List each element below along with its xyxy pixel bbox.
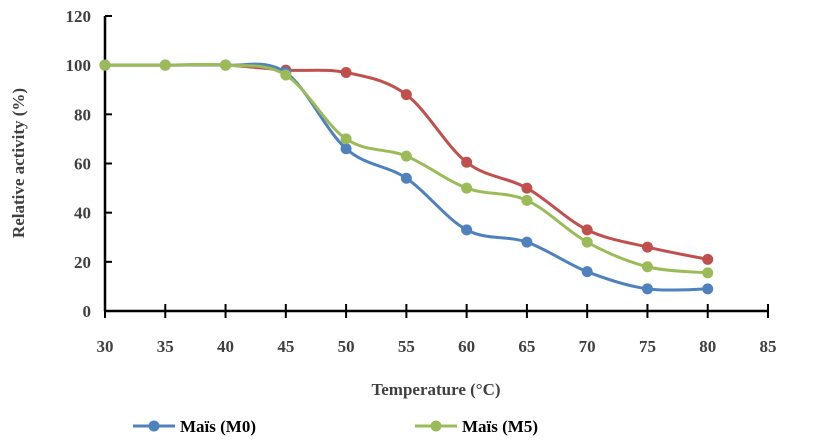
y-axis-title: Relative activity (%)	[9, 88, 28, 238]
data-point	[220, 59, 232, 71]
series-2	[99, 59, 714, 265]
data-point	[581, 236, 593, 248]
data-point	[581, 266, 593, 278]
data-point	[461, 182, 473, 194]
series-layer	[99, 59, 714, 295]
data-point	[702, 253, 714, 265]
data-point	[581, 224, 593, 236]
legend-item: Maïs (M0)	[133, 417, 256, 436]
legend-item: Maïs (M5)	[415, 417, 538, 436]
y-tick-label: 60	[74, 155, 91, 174]
data-point	[641, 241, 653, 253]
x-tick-label: 65	[518, 337, 535, 356]
legend-label: Maïs (M5)	[462, 417, 538, 436]
legend-label: Maïs (M0)	[180, 417, 256, 436]
y-tick-label: 80	[74, 105, 91, 124]
data-point	[521, 194, 533, 206]
x-tick-label: 40	[217, 337, 234, 356]
y-tick-label: 120	[66, 7, 92, 26]
y-tick-label: 40	[74, 204, 91, 223]
data-point	[340, 67, 352, 79]
series-1	[99, 59, 714, 279]
data-point	[521, 182, 533, 194]
data-point	[159, 59, 171, 71]
data-point	[400, 172, 412, 184]
x-tick-label: 80	[699, 337, 716, 356]
data-point	[641, 283, 653, 295]
x-tick-label: 70	[579, 337, 596, 356]
data-point	[521, 236, 533, 248]
y-tick-label: 0	[83, 302, 92, 321]
x-tick-label: 75	[639, 337, 656, 356]
legend-marker	[430, 420, 442, 432]
legend-marker	[148, 420, 160, 432]
data-point	[400, 150, 412, 162]
data-point	[461, 156, 473, 168]
data-point	[400, 89, 412, 101]
x-tick-label: 55	[398, 337, 415, 356]
x-tick-label: 85	[760, 337, 777, 356]
x-tick-label: 60	[458, 337, 475, 356]
data-point	[702, 283, 714, 295]
legend: Maïs (M0) Maïs (M5)	[133, 417, 538, 436]
y-tick-label: 100	[66, 56, 92, 75]
data-point	[340, 133, 352, 145]
x-axis-title: Temperature (°C)	[371, 380, 500, 399]
data-point	[340, 143, 352, 155]
x-tick-label: 45	[277, 337, 294, 356]
x-tick-label: 30	[97, 337, 114, 356]
x-tick-label: 50	[338, 337, 355, 356]
data-point	[702, 267, 714, 279]
x-tick-label: 35	[157, 337, 174, 356]
data-point	[99, 59, 111, 71]
axes: 0 20 40 60 80 100 120 30 35 40 45 50 55 60 65 70 75 80 85	[66, 7, 777, 356]
data-point	[641, 261, 653, 273]
data-point	[280, 69, 292, 81]
y-tick-label: 20	[74, 253, 91, 272]
data-point	[461, 224, 473, 236]
